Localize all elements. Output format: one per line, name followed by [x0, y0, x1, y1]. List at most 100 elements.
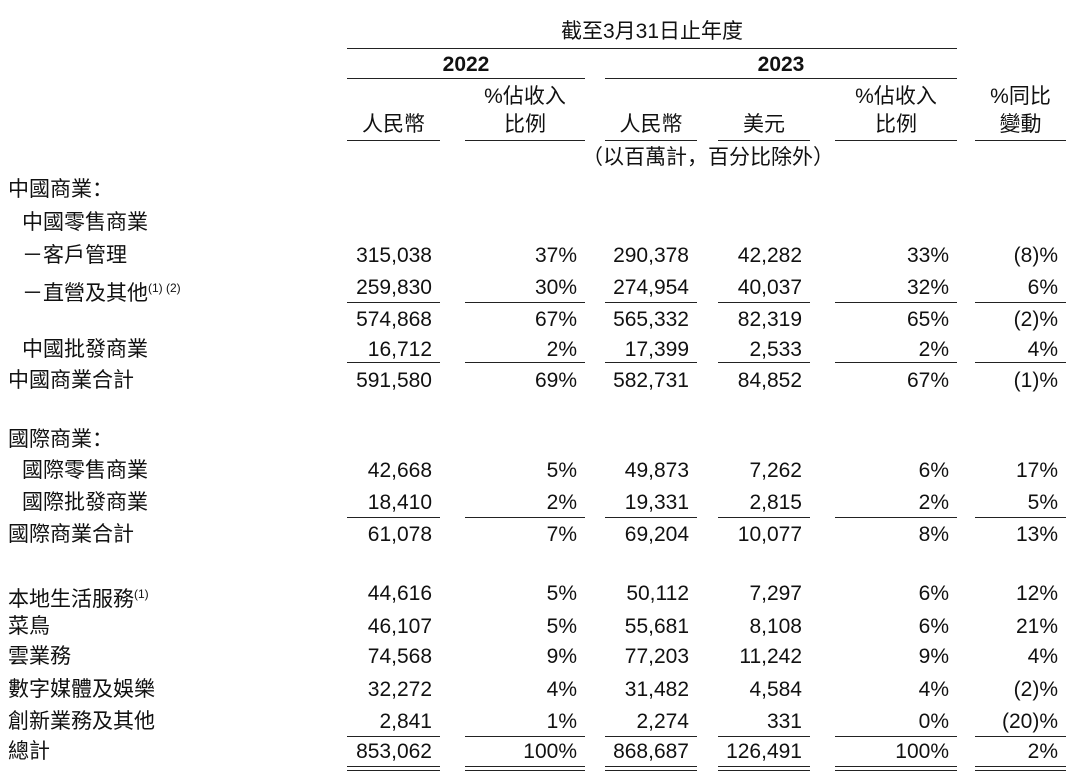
rule: [605, 770, 697, 771]
column-header: 比例: [504, 113, 546, 136]
cell: 12%: [1015, 582, 1058, 605]
rule: [718, 302, 810, 303]
cell: 67%: [534, 308, 577, 331]
cell: 0%: [918, 710, 949, 733]
footnote-ref: (1): [134, 587, 149, 601]
rule: [605, 78, 957, 79]
cell: 37%: [534, 244, 577, 267]
column-header: %同比: [990, 85, 1051, 108]
rule: [718, 766, 810, 767]
cell: 10,077: [737, 523, 802, 546]
cell: 2,533: [749, 338, 802, 361]
rule: [605, 736, 697, 737]
cell: 2%: [918, 491, 949, 514]
cell: 315,038: [356, 244, 432, 267]
year: 2023: [757, 53, 805, 76]
cell: (2)%: [1013, 678, 1058, 701]
rule: [605, 766, 697, 767]
cell: 16,712: [367, 338, 432, 361]
rule: [835, 766, 957, 767]
cell: 565,332: [613, 308, 689, 331]
rule: [347, 766, 440, 767]
rule: [975, 736, 1066, 737]
rule: [465, 766, 585, 767]
cell: (2)%: [1013, 308, 1058, 331]
cell: (1)%: [1013, 369, 1058, 392]
rule: [465, 302, 585, 303]
row-label: 菜鳥: [8, 615, 50, 638]
rule: [835, 770, 957, 771]
rule: [835, 736, 957, 737]
cell: 40,037: [737, 276, 802, 299]
row-label: 創新業務及其他: [8, 710, 155, 733]
cell: 65%: [906, 308, 949, 331]
row-label: 國際零售商業: [22, 459, 148, 482]
cell: 17,399: [624, 338, 689, 361]
cell: 33%: [906, 244, 949, 267]
cell: 868,687: [613, 740, 689, 763]
cell: 69,204: [624, 523, 689, 546]
rule: [347, 302, 440, 303]
row-label: －客戶管理: [22, 244, 127, 267]
row-label: 總計: [8, 740, 50, 763]
cell: 7%: [546, 523, 577, 546]
column-header: %佔收入: [855, 85, 937, 108]
rule: [718, 736, 810, 737]
cell: 42,668: [367, 459, 432, 482]
rule: [465, 736, 585, 737]
cell: (8)%: [1013, 244, 1058, 267]
cell: 582,731: [613, 369, 689, 392]
cell: 2,274: [636, 710, 689, 733]
row-label: 中國零售商業: [22, 211, 148, 234]
cell: 67%: [906, 369, 949, 392]
cell: 100%: [523, 740, 577, 763]
cell: 574,868: [356, 308, 432, 331]
cell: 55,681: [624, 615, 689, 638]
cell: 2%: [546, 338, 577, 361]
cell: 274,954: [613, 276, 689, 299]
cell: 11,242: [739, 645, 802, 668]
cell: 2,841: [379, 710, 432, 733]
cell: 61,078: [367, 523, 432, 546]
cell: 4%: [1027, 338, 1058, 361]
rule: [718, 517, 810, 518]
row-label: 雲業務: [8, 645, 71, 668]
cell: 259,830: [356, 276, 432, 299]
rule: [975, 140, 1066, 141]
cell: 69%: [534, 369, 577, 392]
cell: 2,815: [749, 491, 802, 514]
cell: 5%: [546, 615, 577, 638]
rule: [718, 140, 810, 141]
cell: 21%: [1015, 615, 1058, 638]
rule: [718, 770, 810, 771]
cell: 9%: [546, 645, 577, 668]
period-header: 截至3月31日止年度: [560, 20, 744, 43]
cell: 6%: [918, 582, 949, 605]
footnote-ref: (1) (2): [148, 281, 181, 295]
cell: 8,108: [749, 615, 802, 638]
cell: 17%: [1015, 459, 1058, 482]
cell: 8%: [918, 523, 949, 546]
column-header: 人民幣: [362, 113, 425, 136]
cell: 5%: [546, 582, 577, 605]
cell: 9%: [918, 645, 949, 668]
cell: 74,568: [367, 645, 432, 668]
cell: 5%: [546, 459, 577, 482]
rule: [718, 362, 810, 363]
row-label: 國際批發商業: [22, 491, 148, 514]
cell: 46,107: [367, 615, 432, 638]
cell: 4%: [918, 678, 949, 701]
cell: 30%: [534, 276, 577, 299]
column-header: 變動: [999, 113, 1042, 136]
cell: 2%: [1027, 740, 1058, 763]
row-label: 國際商業：: [8, 428, 113, 451]
rule: [347, 48, 957, 49]
column-header: 人民幣: [619, 113, 683, 136]
rule: [347, 140, 440, 141]
rule: [465, 362, 585, 363]
rule: [605, 362, 697, 363]
rule: [835, 517, 957, 518]
cell: 7,262: [749, 459, 802, 482]
cell: 50,112: [626, 582, 689, 605]
cell: 6%: [918, 459, 949, 482]
